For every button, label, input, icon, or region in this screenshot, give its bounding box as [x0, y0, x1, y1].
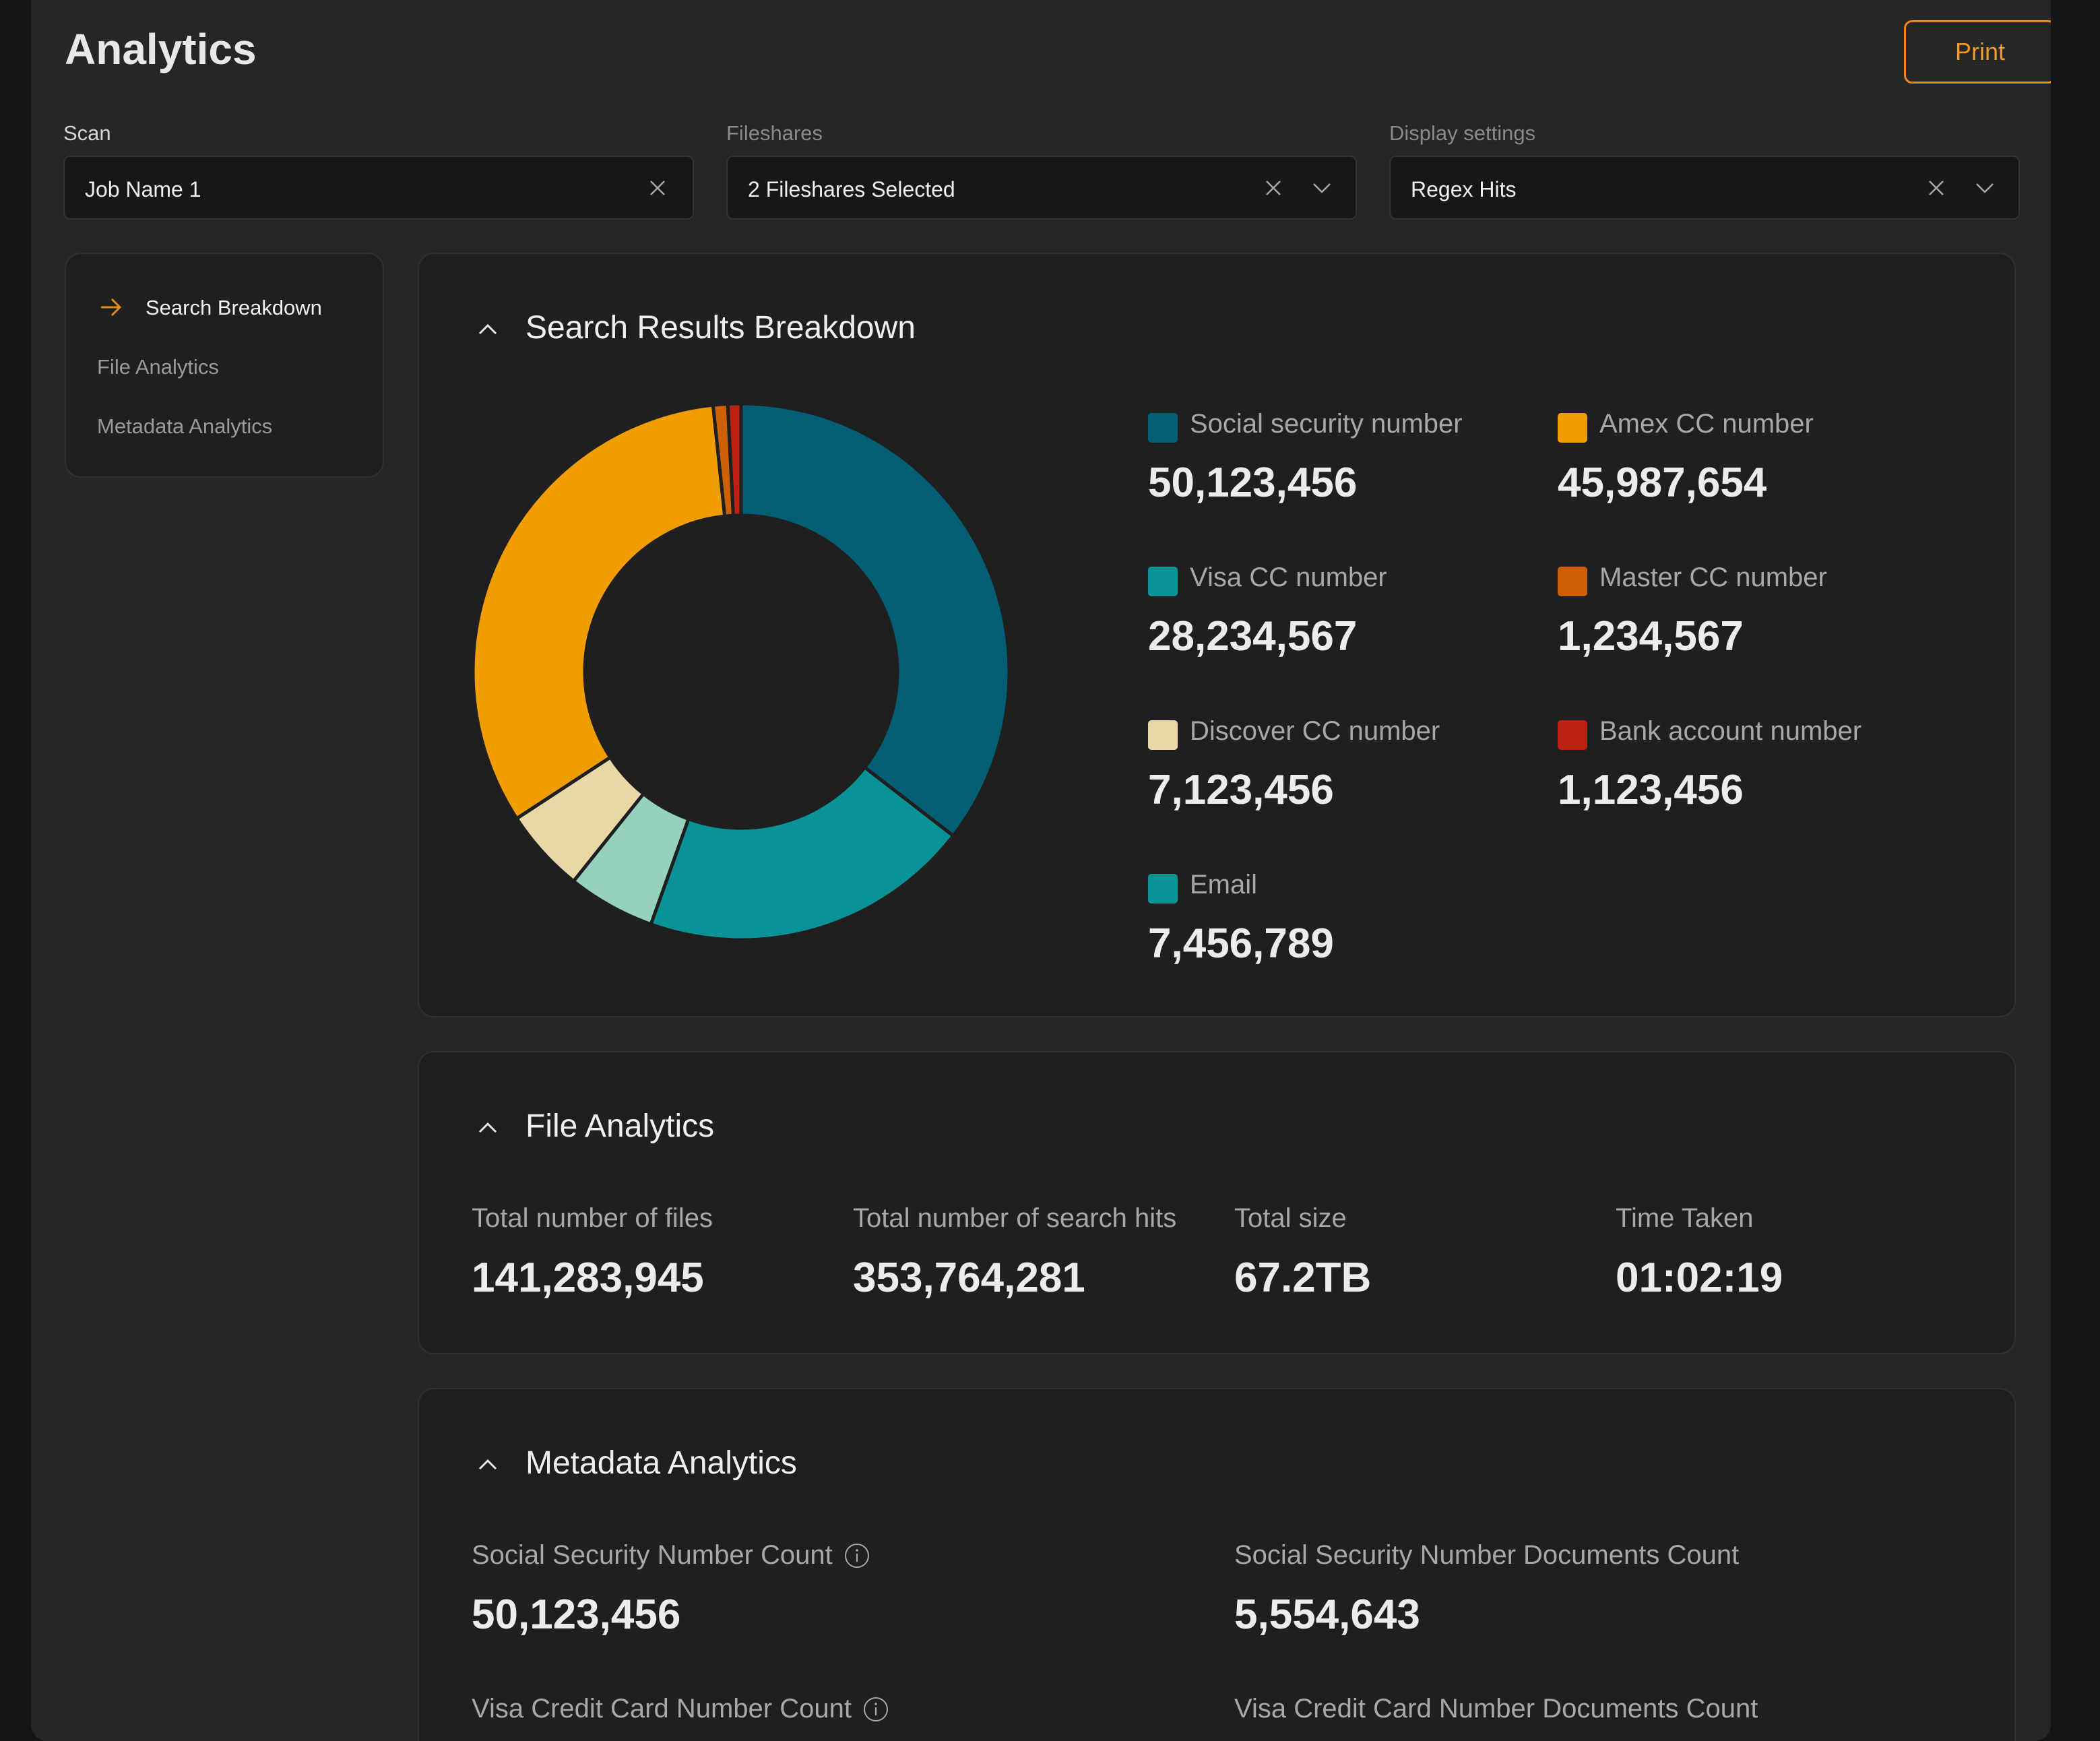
stat-time-taken: Time Taken 01:02:19 [1616, 1203, 1783, 1302]
legend-swatch [1558, 413, 1587, 443]
print-button[interactable]: Print [1904, 20, 2051, 84]
legend-label: Email [1190, 870, 1258, 899]
sidebar-nav: Search Breakdown File Analytics Metadata… [65, 253, 384, 478]
stat-label: Visa Credit Card Number Count [472, 1694, 852, 1723]
donut-slice-social-security-number[interactable] [739, 402, 1011, 838]
stat-value: 141,283,945 [472, 1255, 704, 1301]
legend-item-email: Email 7,456,789 [1148, 856, 1525, 967]
legend-item-amex: Amex CC number 45,987,654 [1558, 395, 1935, 506]
legend-label: Visa CC number [1190, 563, 1387, 592]
legend-item-ssn: Social security number 50,123,456 [1148, 395, 1525, 506]
fileshares-label: Fileshares [726, 121, 823, 145]
scan-value: Job Name 1 [85, 177, 201, 201]
stat-value: 5,554,643 [1234, 1591, 1420, 1638]
chevron-down-icon[interactable] [1971, 175, 1998, 201]
stat-label: Total size [1234, 1203, 1347, 1233]
section-title: File Analytics [526, 1108, 715, 1144]
stat-value: 67.2TB [1234, 1255, 1372, 1301]
legend-value: 50,123,456 [1148, 460, 1358, 506]
sidebar-item-metadata-analytics[interactable]: Metadata Analytics [97, 414, 273, 438]
stat-label: Total number of search hits [853, 1203, 1177, 1233]
legend-label: Bank account number [1599, 716, 1862, 746]
section-title: Metadata Analytics [526, 1445, 797, 1481]
section-title: Search Results Breakdown [526, 310, 916, 346]
donut-slice-amex-cc-number[interactable] [472, 403, 727, 821]
legend-label: Discover CC number [1190, 716, 1440, 746]
legend-value: 45,987,654 [1558, 460, 1767, 506]
stat-value: 01:02:19 [1616, 1255, 1783, 1301]
stat-visa-documents-count: Visa Credit Card Number Documents Count [1234, 1694, 1758, 1741]
search-breakdown-card: Search Results Breakdown Social security… [418, 253, 2016, 1017]
chevron-down-icon[interactable] [1308, 175, 1335, 201]
arrow-right-icon [101, 298, 122, 317]
legend-swatch [1148, 874, 1178, 904]
chevron-up-icon[interactable] [474, 1451, 501, 1478]
legend-item-bank: Bank account number 1,123,456 [1558, 703, 1935, 813]
donut-slice-bank-account-number[interactable] [726, 402, 743, 517]
stat-ssn-documents-count: Social Security Number Documents Count 5… [1234, 1540, 1739, 1639]
stat-label: Social Security Number Documents Count [1234, 1540, 1740, 1570]
stat-total-search-hits: Total number of search hits 353,764,281 [853, 1203, 1176, 1302]
legend-value: 7,123,456 [1148, 767, 1334, 813]
legend-swatch [1558, 567, 1587, 596]
page-title: Analytics [65, 25, 257, 73]
display-settings-label: Display settings [1389, 121, 1536, 145]
donut-chart [472, 402, 1011, 941]
stat-label: Total number of files [472, 1203, 713, 1233]
fileshares-select[interactable]: 2 Fileshares Selected [726, 156, 1357, 220]
legend-swatch [1558, 720, 1587, 750]
legend-label: Master CC number [1599, 563, 1827, 592]
stat-label: Visa Credit Card Number Documents Count [1234, 1694, 1758, 1723]
legend-value: 7,456,789 [1148, 920, 1334, 967]
stat-visa-count: Visa Credit Card Number Count [472, 1694, 889, 1741]
stat-ssn-count: Social Security Number Count 50,123,456 [472, 1540, 870, 1639]
chevron-up-icon[interactable] [474, 1114, 501, 1141]
sidebar-item-file-analytics[interactable]: File Analytics [97, 355, 219, 379]
clear-display-settings-icon[interactable] [1923, 175, 1950, 201]
clear-fileshares-icon[interactable] [1260, 175, 1287, 201]
legend-label: Amex CC number [1599, 409, 1814, 439]
clear-scan-icon[interactable] [644, 175, 671, 201]
metadata-analytics-card: Metadata Analytics Social Security Numbe… [418, 1388, 2016, 1741]
fileshares-value: 2 Fileshares Selected [748, 177, 955, 201]
info-icon[interactable] [844, 1542, 870, 1569]
scan-select[interactable]: Job Name 1 [63, 156, 694, 220]
info-icon[interactable] [862, 1696, 889, 1723]
display-settings-value: Regex Hits [1411, 177, 1517, 201]
legend-item-master: Master CC number 1,234,567 [1558, 549, 1935, 660]
display-settings-select[interactable]: Regex Hits [1389, 156, 2020, 220]
stat-label: Social Security Number Count [472, 1540, 833, 1570]
donut-slice-visa-cc-number[interactable] [648, 765, 956, 941]
file-analytics-card: File Analytics Total number of files 141… [418, 1051, 2016, 1354]
stat-total-size: Total size 67.2TB [1234, 1203, 1371, 1302]
analytics-panel: Analytics Print Scan Job Name 1 Fileshar… [31, 0, 2051, 1741]
legend-swatch [1148, 567, 1178, 596]
stat-total-files: Total number of files 141,283,945 [472, 1203, 713, 1302]
stat-value: 353,764,281 [853, 1255, 1085, 1301]
legend-item-discover: Discover CC number 7,123,456 [1148, 703, 1525, 813]
stat-label: Time Taken [1616, 1203, 1754, 1233]
stat-value: 50,123,456 [472, 1591, 681, 1638]
legend-swatch [1148, 720, 1178, 750]
scan-label: Scan [63, 121, 111, 145]
legend-value: 1,234,567 [1558, 613, 1744, 660]
legend-item-visa: Visa CC number 28,234,567 [1148, 549, 1525, 660]
sidebar-item-search-breakdown[interactable]: Search Breakdown [146, 296, 322, 319]
legend-value: 28,234,567 [1148, 613, 1358, 660]
legend-label: Social security number [1190, 409, 1463, 439]
chevron-up-icon[interactable] [474, 316, 501, 343]
legend-value: 1,123,456 [1558, 767, 1744, 813]
legend-swatch [1148, 413, 1178, 443]
